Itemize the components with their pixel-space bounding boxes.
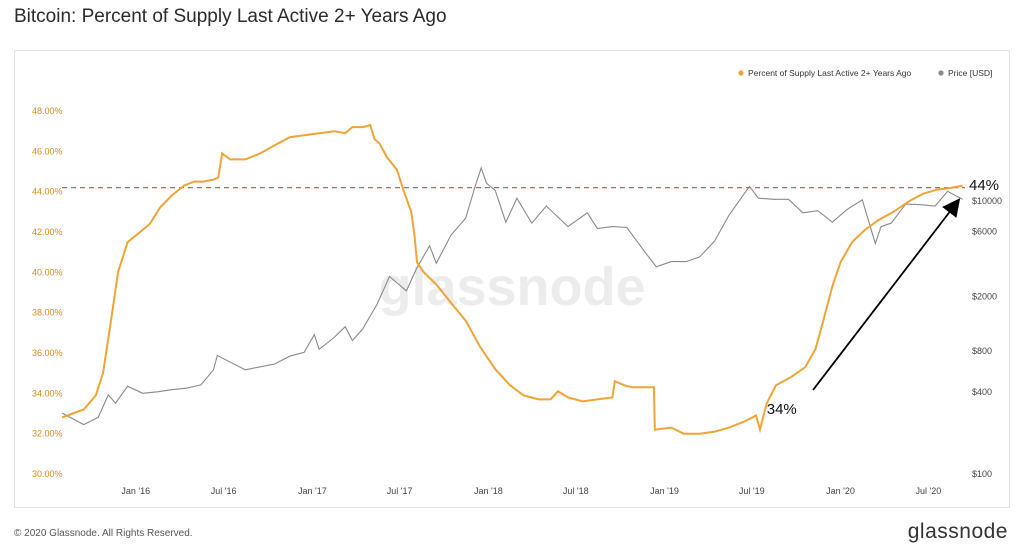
price-series-line (61, 166, 963, 426)
y-left-tick-label: 48.00% (32, 106, 63, 116)
annotation-arrow (812, 198, 961, 391)
legend-label-supply: Percent of Supply Last Active 2+ Years A… (748, 68, 912, 78)
y-left-tick-label: 30.00% (32, 469, 63, 479)
annotation-34pct: 34% (767, 401, 797, 418)
y-right-tick-label: $800 (972, 346, 992, 356)
watermark: glassnode (378, 257, 645, 317)
y-left-tick-label: 36.00% (32, 348, 63, 358)
y-left-tick-label: 44.00% (32, 187, 63, 197)
x-tick-label: Jul '18 (563, 486, 589, 496)
copyright-text: © 2020 Glassnode. All Rights Reserved. (14, 528, 193, 539)
x-tick-label: Jul '19 (739, 486, 765, 496)
y-right-tick-label: $100 (972, 469, 992, 479)
x-tick-label: Jan '20 (826, 486, 855, 496)
legend-marker-price (938, 70, 944, 76)
annotation-44pct: 44% (969, 177, 999, 194)
y-left-tick-label: 46.00% (32, 146, 63, 156)
x-tick-label: Jan '16 (121, 486, 150, 496)
supply-series-line (61, 123, 963, 435)
y-right-tick-label: $6000 (972, 226, 997, 236)
legend-marker-supply (738, 70, 744, 76)
y-right-tick-label: $2000 (972, 291, 997, 301)
y-left-tick-label: 32.00% (32, 429, 63, 439)
x-tick-label: Jul '20 (915, 486, 941, 496)
y-left-tick-label: 42.00% (32, 227, 63, 237)
y-left-tick-label: 40.00% (32, 267, 63, 277)
x-tick-label: Jul '16 (211, 486, 237, 496)
y-right-tick-label: $400 (972, 387, 992, 397)
x-tick-label: Jan '19 (650, 486, 679, 496)
x-tick-label: Jul '17 (387, 486, 413, 496)
chart-title: Bitcoin: Percent of Supply Last Active 2… (14, 6, 447, 27)
y-left-tick-label: 38.00% (32, 308, 63, 318)
brand-logo: glassnode (907, 520, 1008, 543)
y-left-tick-label: 34.00% (32, 388, 63, 398)
chart-panel (14, 50, 1010, 508)
y-right-tick-label: $10000 (972, 196, 1002, 206)
x-tick-label: Jan '18 (474, 486, 503, 496)
x-tick-label: Jan '17 (298, 486, 327, 496)
legend-label-price: Price [USD] (948, 68, 992, 78)
